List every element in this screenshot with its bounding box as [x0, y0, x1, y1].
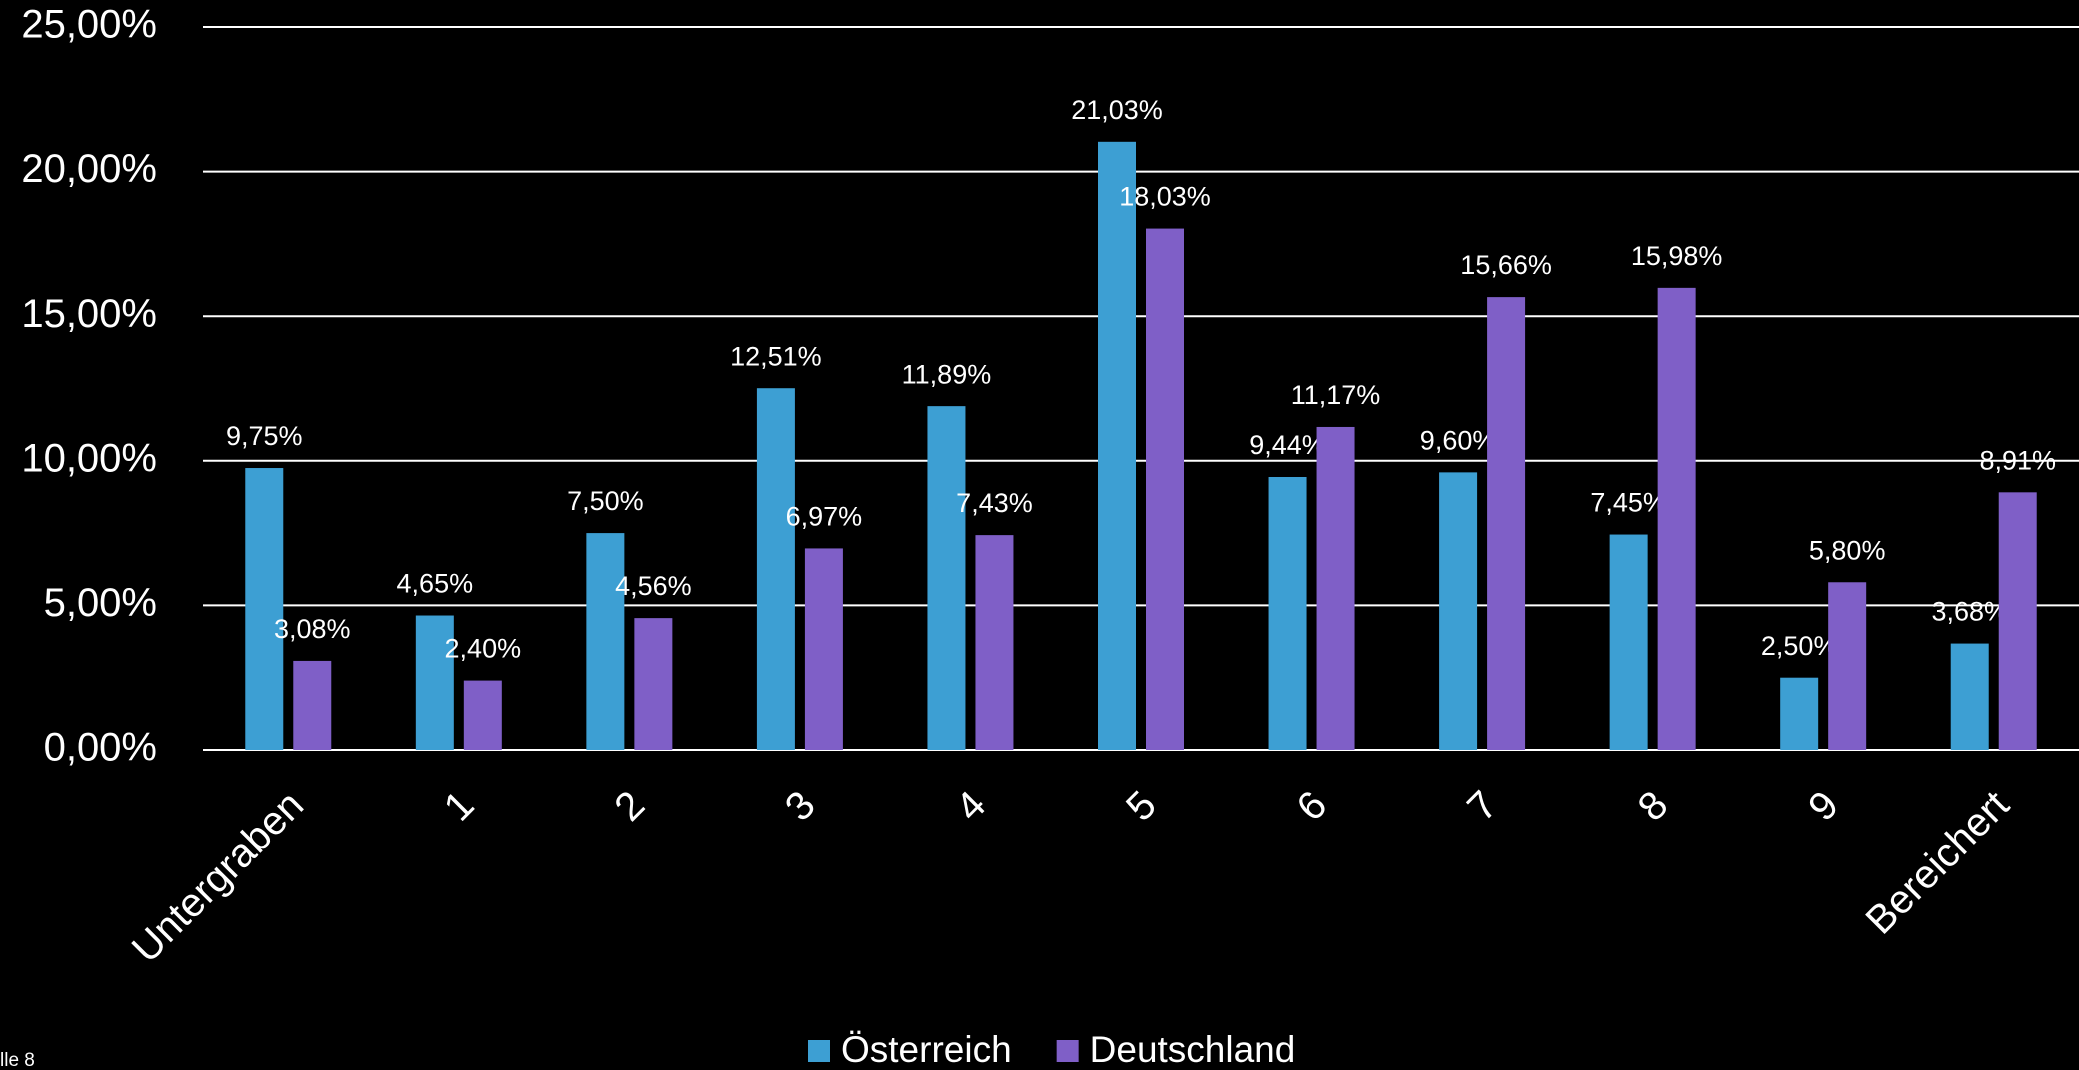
bar	[1146, 228, 1184, 751]
footnote: lle 8	[0, 1050, 35, 1070]
value-label: 12,51%	[730, 341, 822, 371]
bar	[1098, 141, 1136, 751]
legend-swatch	[1056, 1040, 1079, 1062]
value-label: 6,97%	[786, 502, 863, 532]
bar	[1487, 297, 1526, 750]
value-label: 7,50%	[567, 486, 644, 516]
bar	[804, 548, 843, 750]
value-label: 7,45%	[1590, 488, 1667, 518]
bar	[1657, 287, 1696, 750]
value-label: 7,43%	[956, 488, 1033, 518]
legend-label: Deutschland	[1090, 1029, 1296, 1070]
bar	[1828, 582, 1867, 750]
value-label: 3,08%	[274, 614, 351, 644]
value-label: 2,40%	[445, 634, 522, 664]
bar	[927, 406, 966, 750]
bar	[293, 660, 332, 750]
value-label: 21,03%	[1071, 95, 1163, 125]
bar	[975, 535, 1014, 750]
value-label: 18,03%	[1119, 182, 1211, 212]
value-label: 15,98%	[1631, 241, 1723, 271]
bar	[634, 618, 673, 750]
value-label: 11,17%	[1291, 380, 1381, 410]
bar	[245, 468, 284, 750]
bar	[1950, 643, 1989, 750]
bar	[415, 615, 454, 750]
bar	[1268, 476, 1307, 750]
y-tick-label: 5,00%	[44, 581, 157, 625]
y-tick-label: 20,00%	[21, 147, 157, 191]
bar	[1609, 534, 1648, 750]
y-tick-label: 0,00%	[44, 726, 157, 770]
value-label: 2,50%	[1761, 631, 1838, 661]
value-label: 8,91%	[1979, 445, 2056, 475]
value-label: 4,65%	[397, 569, 474, 599]
bar	[1316, 426, 1355, 750]
bar	[756, 388, 795, 750]
value-label: 11,89%	[902, 359, 992, 389]
value-label: 9,44%	[1249, 430, 1326, 460]
bar	[1998, 492, 2037, 750]
value-label: 3,68%	[1931, 597, 2008, 627]
y-tick-label: 10,00%	[21, 436, 157, 480]
bar	[463, 680, 502, 750]
value-label: 15,66%	[1460, 250, 1552, 280]
bar	[586, 533, 625, 750]
legend-label: Österreich	[841, 1029, 1012, 1070]
value-label: 4,56%	[615, 571, 692, 601]
value-label: 5,80%	[1809, 535, 1886, 565]
y-tick-label: 15,00%	[21, 292, 157, 336]
value-label: 9,75%	[226, 421, 303, 451]
y-tick-label: 25,00%	[21, 3, 157, 47]
value-label: 9,60%	[1420, 425, 1497, 455]
bar	[1439, 472, 1478, 750]
legend-swatch	[808, 1040, 830, 1062]
bar	[1780, 677, 1819, 750]
